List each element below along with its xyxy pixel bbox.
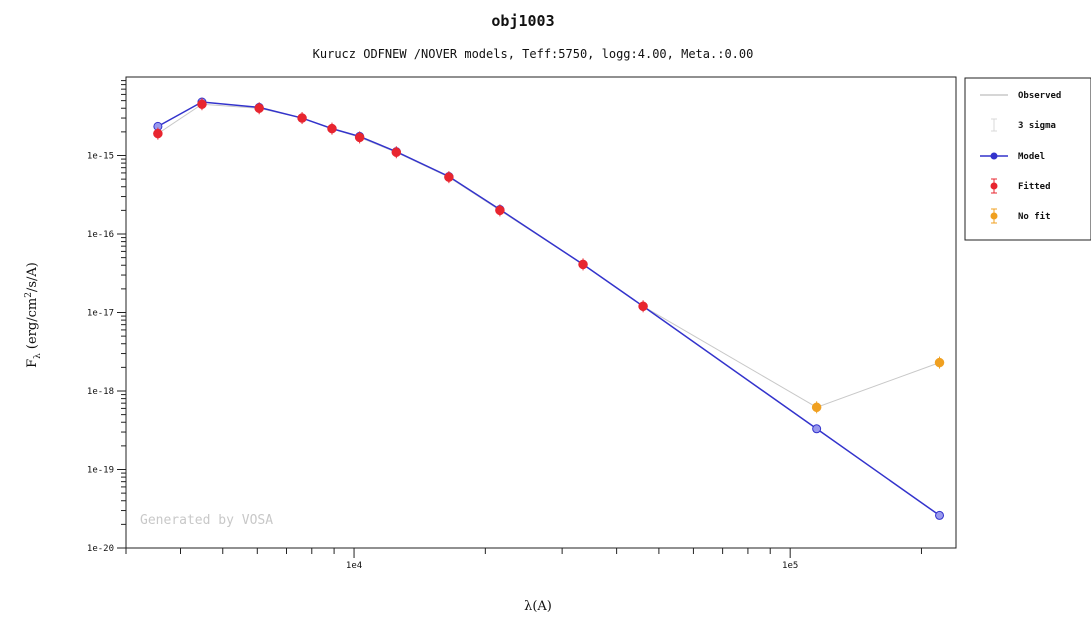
legend-observed-label: Observed	[1018, 91, 1061, 101]
legend: Observed 3 sigma Model Fitted No fit	[964, 77, 1091, 241]
legend-sigma-swatch	[991, 118, 997, 132]
legend-model-label: Model	[1018, 152, 1045, 162]
nofit-point	[934, 357, 945, 368]
model-point	[812, 424, 822, 434]
legend-fitted-swatch	[990, 178, 998, 194]
y-axis-label-units-post: /s/A)	[25, 262, 40, 292]
legend-box	[964, 77, 1091, 241]
legend-nofit-label: No fit	[1018, 211, 1051, 222]
fitted-point	[495, 205, 505, 216]
y-tick-label: 1e-16	[87, 230, 114, 240]
fitted-point	[153, 128, 163, 139]
nofit-point	[811, 402, 822, 413]
chart-title: obj1003	[491, 12, 554, 30]
fitted-point	[254, 103, 264, 113]
y-axis-label-main: F	[25, 359, 40, 368]
y-tick-label: 1e-20	[87, 544, 114, 554]
y-axis: 1e-15 1e-16 1e-17 1e-18 1e-19 1e-20	[87, 80, 126, 554]
y-tick-label: 1e-19	[87, 466, 114, 476]
fitted-point	[391, 147, 402, 158]
x-tick-label: 1e5	[782, 561, 798, 571]
y-axis-label-group: Fλ (erg/cm2/s/A)	[24, 262, 43, 368]
chart-subtitle: Kurucz ODFNEW /NOVER models, Teff:5750, …	[313, 47, 754, 61]
y-tick-label: 1e-18	[87, 387, 114, 397]
x-axis-label: λ(A)	[524, 599, 552, 614]
x-tick-label: 1e4	[346, 561, 362, 571]
fitted-point	[444, 172, 454, 182]
fitted-point	[354, 132, 365, 143]
legend-model-swatch	[980, 152, 1008, 160]
x-axis: 1e4 1e5	[125, 548, 922, 571]
legend-sigma-label: 3 sigma	[1018, 120, 1056, 131]
fitted-point	[578, 259, 588, 270]
series-layer	[153, 97, 945, 520]
legend-nofit-swatch	[990, 208, 998, 224]
y-tick-label: 1e-17	[87, 309, 114, 319]
plot-area	[125, 76, 957, 549]
legend-fitted-label: Fitted	[1018, 181, 1051, 192]
model-point	[935, 510, 945, 520]
y-tick-label: 1e-15	[87, 152, 114, 162]
y-axis-label-sub: λ	[33, 353, 43, 359]
fitted-point	[327, 123, 337, 134]
y-axis-label: Fλ (erg/cm2/s/A)	[24, 262, 43, 368]
fitted-point	[197, 99, 207, 109]
fitted-point	[638, 301, 648, 312]
y-axis-label-units-pre: (erg/cm	[25, 298, 40, 349]
watermark-text: Generated by VOSA	[140, 513, 273, 528]
y-axis-label-units-sup: 2	[24, 292, 34, 298]
fitted-point	[297, 113, 307, 123]
